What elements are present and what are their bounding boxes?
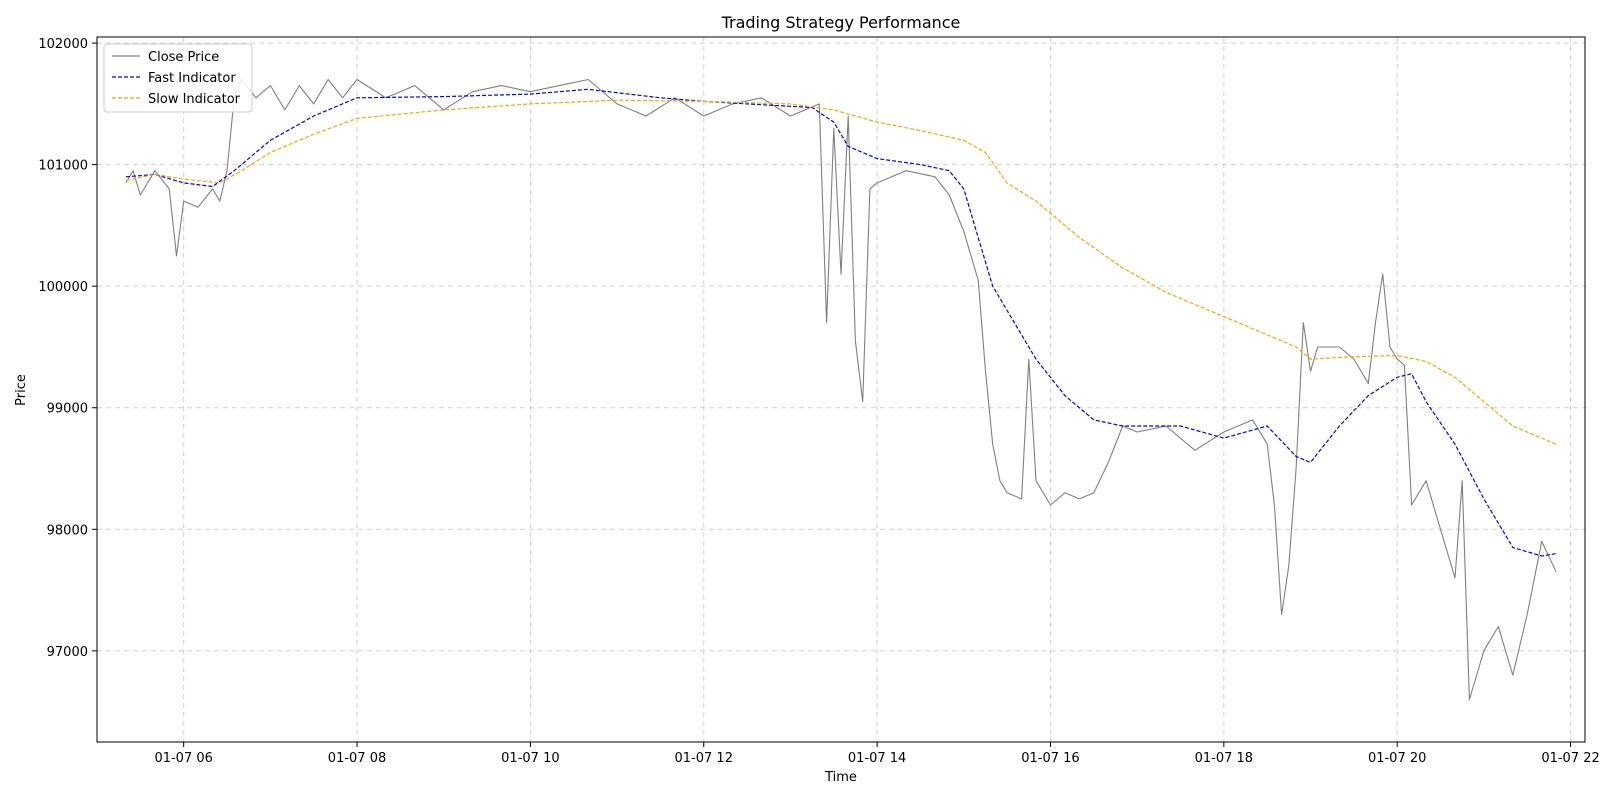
legend-label-slow-indicator: Slow Indicator	[148, 92, 241, 107]
x-tick-label: 01-07 14	[848, 751, 906, 766]
x-tick-label: 01-07 06	[154, 751, 212, 766]
legend-box	[103, 43, 253, 113]
legend-label-close-price: Close Price	[148, 50, 219, 65]
legend-label-fast-indicator: Fast Indicator	[148, 71, 236, 86]
slow-indicator-line	[125, 99, 1557, 445]
y-tick-label: 101000	[38, 159, 88, 174]
series-layer	[125, 78, 1557, 701]
x-tick-label: 01-07 22	[1541, 751, 1599, 766]
y-tick-label: 97000	[47, 645, 88, 660]
y-axis-label: Price	[14, 374, 29, 406]
x-tick-label: 01-07 12	[675, 751, 733, 766]
y-tick-label: 100000	[38, 280, 88, 295]
plot-frame	[96, 36, 1586, 743]
x-tick-label: 01-07 10	[501, 751, 559, 766]
x-tick-label: 01-07 18	[1195, 751, 1253, 766]
x-axis-label: Time	[824, 770, 857, 785]
y-tick-label: 102000	[38, 37, 88, 52]
legend: Close Price Fast Indicator Slow Indicato…	[103, 43, 253, 113]
x-tick-label: 01-07 20	[1368, 751, 1426, 766]
x-tick-label: 01-07 16	[1021, 751, 1079, 766]
fast-indicator-line	[125, 88, 1557, 557]
y-tick-label: 98000	[47, 523, 88, 538]
axes: 97000 98000 99000 100000 101000 102000 01-07 0…	[38, 37, 1599, 766]
y-tick-label: 99000	[47, 402, 88, 417]
chart-title: Trading Strategy Performance	[721, 13, 961, 32]
grid	[97, 37, 1585, 742]
x-tick-label: 01-07 08	[328, 751, 386, 766]
close-price-line	[125, 78, 1557, 701]
